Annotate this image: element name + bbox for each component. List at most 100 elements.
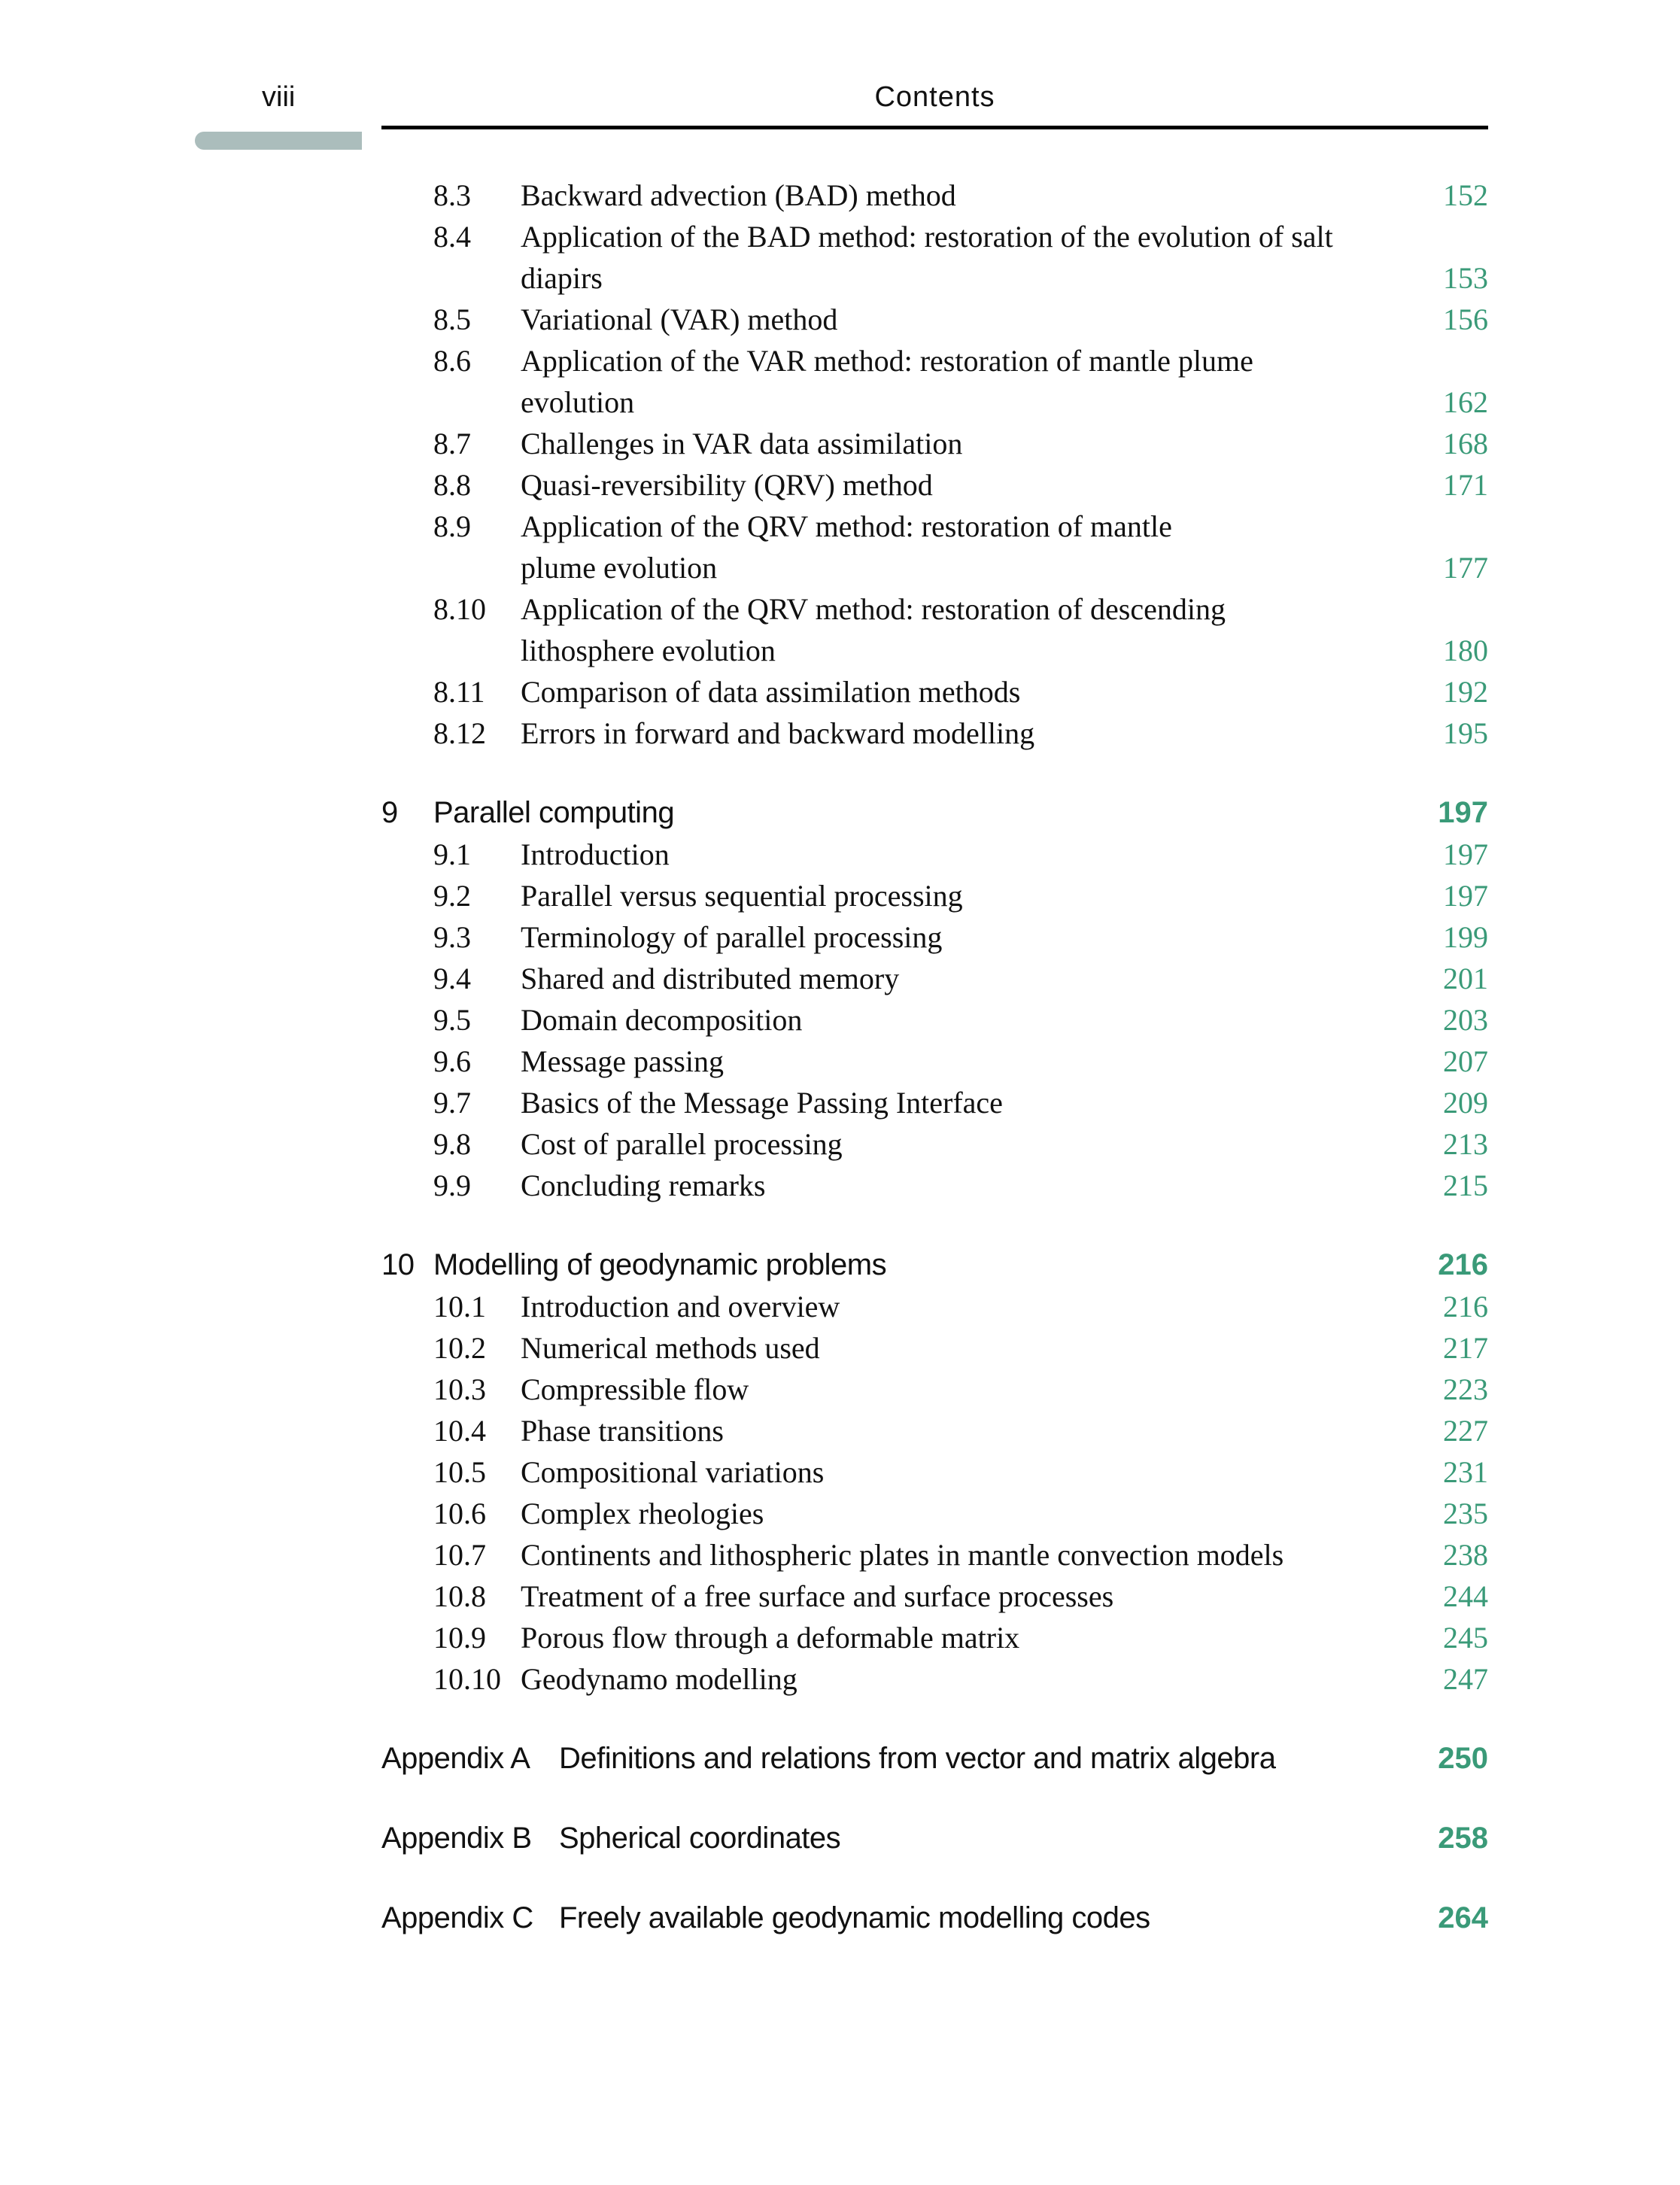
- toc-entry[interactable]: 10.3 Compressible flow 223: [0, 1369, 1680, 1410]
- toc-entry[interactable]: 10.10 Geodynamo modelling 247: [0, 1658, 1680, 1700]
- toc-entry[interactable]: 10.7 Continents and lithospheric plates i…: [0, 1534, 1680, 1576]
- entry-title: Application of the VAR method: restorati…: [521, 344, 1253, 378]
- entry-title: Porous flow through a deformable matrix: [521, 1621, 1020, 1655]
- entry-title: lithosphere evolution: [521, 634, 776, 667]
- toc-entry[interactable]: 9.4 Shared and distributed memory 201: [0, 958, 1680, 999]
- running-title: Contents: [874, 81, 995, 113]
- entry-number: 9.5: [433, 1003, 471, 1037]
- entry-title: Freely available geodynamic modelling co…: [559, 1901, 1150, 1934]
- entry-page-number[interactable]: 153: [1443, 261, 1488, 295]
- entry-page-number[interactable]: 216: [1438, 1248, 1488, 1281]
- entry-page-number[interactable]: 195: [1443, 716, 1488, 750]
- toc-entry[interactable]: 9.5 Domain decomposition 203: [0, 999, 1680, 1041]
- chapter-entry[interactable]: 9 Parallel computing 197: [0, 792, 1680, 834]
- toc-entry[interactable]: 10.8 Treatment of a free surface and surf…: [0, 1576, 1680, 1617]
- entry-page-number[interactable]: 207: [1443, 1044, 1488, 1078]
- entry-page-number[interactable]: 199: [1443, 920, 1488, 954]
- appendix-entry[interactable]: Appendix C Freely available geodynamic mo…: [0, 1898, 1680, 1939]
- entry-page-number[interactable]: 209: [1443, 1086, 1488, 1120]
- thumb-tab: [195, 132, 362, 150]
- entry-title: Introduction and overview: [521, 1290, 840, 1323]
- toc-entry[interactable]: 8.3 Backward advection (BAD) method 152: [0, 175, 1680, 216]
- entry-page-number[interactable]: 258: [1438, 1822, 1488, 1855]
- toc-entry[interactable]: 9.3 Terminology of parallel processing 199: [0, 916, 1680, 958]
- entry-page-number[interactable]: 247: [1443, 1662, 1488, 1696]
- toc-entry[interactable]: 8.4 Application of the BAD method: restor…: [0, 216, 1680, 257]
- entry-page-number[interactable]: 238: [1443, 1538, 1488, 1572]
- entry-page-number[interactable]: 192: [1443, 675, 1488, 709]
- entry-number: 8.3: [433, 178, 471, 212]
- toc-entry[interactable]: evolution 162: [0, 381, 1680, 423]
- entry-title: Numerical methods used: [521, 1331, 820, 1365]
- toc-entry[interactable]: 9.1 Introduction 197: [0, 834, 1680, 875]
- entry-page-number[interactable]: 227: [1443, 1414, 1488, 1448]
- toc-entry[interactable]: 9.8 Cost of parallel processing 213: [0, 1123, 1680, 1165]
- entry-page-number[interactable]: 197: [1443, 837, 1488, 871]
- entry-page-number[interactable]: 235: [1443, 1497, 1488, 1530]
- header-rule: [381, 126, 1488, 129]
- entry-page-number[interactable]: 152: [1443, 178, 1488, 212]
- entry-page-number[interactable]: 245: [1443, 1621, 1488, 1655]
- toc-entry[interactable]: 10.2 Numerical methods used 217: [0, 1327, 1680, 1369]
- toc-entry[interactable]: 8.9 Application of the QRV method: restor…: [0, 506, 1680, 547]
- toc-entry[interactable]: 9.9 Concluding remarks 215: [0, 1165, 1680, 1206]
- toc-entry[interactable]: 10.5 Compositional variations 231: [0, 1451, 1680, 1493]
- entry-number: 10.7: [433, 1538, 486, 1572]
- entry-page-number[interactable]: 231: [1443, 1455, 1488, 1489]
- entry-page-number[interactable]: 162: [1443, 385, 1488, 419]
- entry-page-number[interactable]: 213: [1443, 1127, 1488, 1161]
- entry-page-number[interactable]: 197: [1443, 879, 1488, 913]
- entry-page-number[interactable]: 250: [1438, 1742, 1488, 1775]
- entry-page-number[interactable]: 201: [1443, 962, 1488, 995]
- entry-page-number[interactable]: 156: [1443, 302, 1488, 336]
- entry-number: 9.8: [433, 1127, 471, 1161]
- toc-entry[interactable]: 9.6 Message passing 207: [0, 1041, 1680, 1082]
- entry-title: Application of the BAD method: restorati…: [521, 220, 1333, 254]
- appendix-entry[interactable]: Appendix B Spherical coordinates 258: [0, 1818, 1680, 1859]
- toc-entry[interactable]: 10.9 Porous flow through a deformable mat…: [0, 1617, 1680, 1658]
- entry-page-number[interactable]: 180: [1443, 634, 1488, 667]
- entry-title: Complex rheologies: [521, 1497, 764, 1530]
- entry-number: 10.2: [433, 1331, 486, 1365]
- entry-page-number[interactable]: 168: [1443, 427, 1488, 460]
- entry-page-number[interactable]: 197: [1438, 796, 1488, 829]
- entry-number: 8.7: [433, 427, 471, 460]
- appendix-entry[interactable]: Appendix A Definitions and relations from…: [0, 1738, 1680, 1779]
- toc-entry[interactable]: plume evolution 177: [0, 547, 1680, 588]
- toc-entry[interactable]: 8.11 Comparison of data assimilation meth…: [0, 671, 1680, 713]
- toc-entry[interactable]: 10.6 Complex rheologies 235: [0, 1493, 1680, 1534]
- entry-number: 8.10: [433, 592, 486, 626]
- toc-entry[interactable]: 10.4 Phase transitions 227: [0, 1410, 1680, 1451]
- toc-entry[interactable]: 8.7 Challenges in VAR data assimilation 16…: [0, 423, 1680, 464]
- entry-page-number[interactable]: 244: [1443, 1579, 1488, 1613]
- entry-page-number[interactable]: 177: [1443, 551, 1488, 585]
- toc-entry[interactable]: 8.6 Application of the VAR method: restor…: [0, 340, 1680, 381]
- entry-title: Comparison of data assimilation methods: [521, 675, 1021, 709]
- entry-page-number[interactable]: 216: [1443, 1290, 1488, 1323]
- entry-title: Message passing: [521, 1044, 724, 1078]
- toc-entry[interactable]: 8.5 Variational (VAR) method 156: [0, 299, 1680, 340]
- toc-entry[interactable]: 9.2 Parallel versus sequential processing…: [0, 875, 1680, 916]
- entry-number: 10.5: [433, 1455, 486, 1489]
- entry-page-number[interactable]: 217: [1443, 1331, 1488, 1365]
- entry-title: evolution: [521, 385, 635, 419]
- entry-number: 8.4: [433, 220, 471, 254]
- chapter-entry[interactable]: 10 Modelling of geodynamic problems 216: [0, 1244, 1680, 1286]
- toc-entry[interactable]: diapirs 153: [0, 257, 1680, 299]
- entry-title: Treatment of a free surface and surface …: [521, 1579, 1114, 1613]
- toc-entry[interactable]: 10.1 Introduction and overview 216: [0, 1286, 1680, 1327]
- entry-page-number[interactable]: 171: [1443, 468, 1488, 502]
- entry-page-number[interactable]: 223: [1443, 1372, 1488, 1406]
- toc-entry[interactable]: lithosphere evolution 180: [0, 630, 1680, 671]
- entry-page-number[interactable]: 264: [1438, 1901, 1488, 1934]
- toc-entry[interactable]: 8.12 Errors in forward and backward model…: [0, 713, 1680, 754]
- entry-number: Appendix B: [381, 1822, 532, 1855]
- toc-entry[interactable]: 8.8 Quasi-reversibility (QRV) method 171: [0, 464, 1680, 506]
- toc-entry[interactable]: 8.10 Application of the QRV method: resto…: [0, 588, 1680, 630]
- entry-title: Parallel computing: [433, 796, 675, 829]
- toc-entry[interactable]: 9.7 Basics of the Message Passing Interfa…: [0, 1082, 1680, 1123]
- entry-number: 10.10: [433, 1662, 501, 1696]
- entry-number: 10.6: [433, 1497, 486, 1530]
- entry-page-number[interactable]: 203: [1443, 1003, 1488, 1037]
- entry-page-number[interactable]: 215: [1443, 1168, 1488, 1202]
